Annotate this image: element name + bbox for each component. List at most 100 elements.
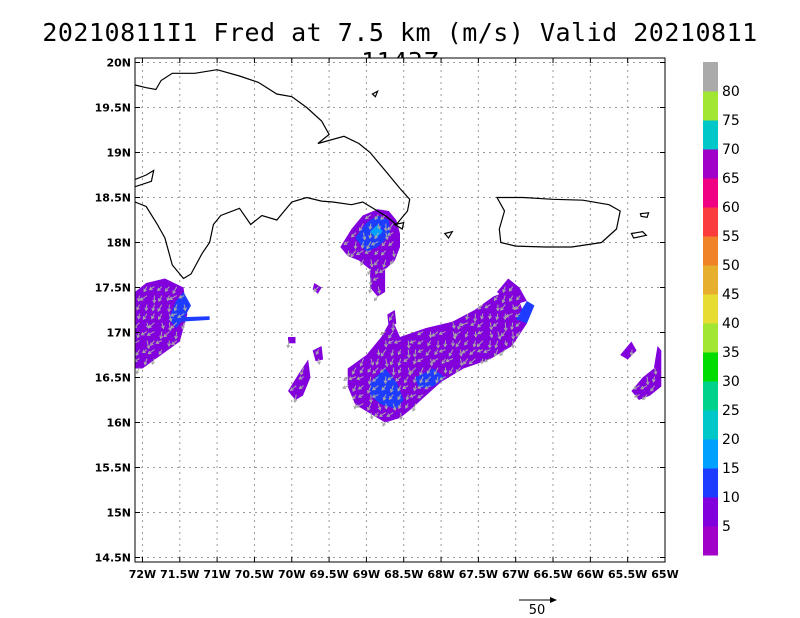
wind-vector	[377, 223, 381, 230]
wind-vector	[146, 340, 151, 350]
wind-vector-head	[417, 331, 422, 336]
wind-vector-shaft	[370, 259, 373, 267]
wind-vector-shaft	[445, 358, 454, 362]
wind-vector-head	[143, 361, 148, 366]
wind-vector-shaft	[439, 349, 446, 353]
wind-vector-head	[367, 406, 371, 411]
echo-se2	[620, 341, 637, 360]
wind-vectors	[135, 214, 658, 427]
wind-vector-shaft	[370, 358, 374, 366]
wind-vector	[514, 313, 521, 318]
colorbar-segment	[703, 62, 718, 92]
wind-vector-head	[384, 236, 389, 241]
wind-vector-head	[629, 352, 634, 357]
wind-vector-shaft	[430, 358, 433, 366]
wind-vector-head	[462, 360, 467, 365]
wind-vector-head	[146, 332, 151, 336]
wind-vector	[412, 358, 417, 365]
colorbar-label: 75	[722, 113, 740, 129]
lon-tick-label: 69.5W	[309, 568, 348, 581]
wind-vector	[182, 304, 187, 312]
wind-vector-head	[378, 413, 383, 417]
wind-vector	[503, 322, 508, 332]
wind-vector	[409, 339, 416, 344]
wind-vector	[501, 295, 506, 304]
wind-vector-shaft	[359, 367, 364, 374]
wind-vector-head	[473, 333, 478, 338]
colorbar-label: 45	[722, 287, 740, 303]
wind-vector-shaft	[452, 331, 456, 339]
wind-vector	[516, 295, 521, 301]
wind-vector	[167, 340, 172, 347]
wind-vector	[350, 232, 357, 238]
wind-vector-head	[368, 399, 373, 404]
wind-vector	[135, 367, 140, 375]
wind-vector-head	[443, 369, 448, 374]
wind-vector-head	[477, 323, 481, 328]
wind-vector-shaft	[455, 340, 461, 347]
wind-vector-head	[360, 262, 364, 267]
wind-vector-shaft	[141, 331, 148, 336]
wind-vector	[151, 304, 156, 312]
wind-vector-shaft	[454, 331, 461, 337]
wind-vector-head	[375, 361, 380, 366]
wind-vector-shaft	[377, 403, 381, 411]
wind-vector-head	[413, 387, 417, 392]
wind-vector	[497, 331, 502, 340]
wind-vector-shaft	[483, 349, 491, 353]
wind-vector-head	[403, 358, 408, 363]
wind-vector-shaft	[367, 385, 372, 394]
lat-tick-label: 15.5N	[95, 462, 131, 475]
wind-vector	[645, 376, 650, 386]
wind-vector-head	[404, 379, 408, 384]
wind-vector-shaft	[495, 340, 499, 348]
wind-vector-head	[382, 397, 387, 401]
wind-vector-head	[650, 387, 654, 392]
wind-vector-head	[398, 416, 403, 421]
wind-vector-head	[168, 317, 173, 322]
wind-vector-head	[389, 317, 393, 322]
wind-vector	[500, 331, 506, 337]
wind-vector	[417, 340, 424, 345]
wind-vector	[409, 394, 416, 398]
lat-tick-label: 19.5N	[95, 102, 131, 115]
wind-vector-head	[495, 316, 500, 321]
wind-vector-shaft	[435, 376, 439, 383]
wind-vector	[298, 385, 304, 390]
wind-vector-head	[158, 316, 162, 321]
wind-vector-head	[412, 379, 417, 384]
wind-vector	[146, 331, 155, 336]
wind-vector-shaft	[381, 250, 387, 256]
wind-vector-head	[500, 307, 504, 311]
wind-vector-head	[343, 241, 348, 246]
wind-vector-head	[441, 360, 446, 365]
wind-vector-shaft	[448, 349, 454, 356]
wind-vector	[342, 385, 349, 389]
colorbar-segment	[703, 381, 718, 411]
wind-vector-head	[457, 325, 461, 330]
wind-vector-head	[357, 394, 362, 398]
wind-vector-head	[426, 370, 431, 375]
wind-vector	[366, 241, 372, 250]
wind-vector-head	[494, 344, 499, 349]
wind-vector	[412, 403, 417, 412]
wind-vector	[464, 331, 469, 338]
wind-vector-shaft	[457, 322, 461, 330]
wind-vector	[367, 385, 372, 394]
wind-vector-head	[140, 331, 145, 336]
wind-vector	[140, 331, 148, 336]
wind-vector	[389, 313, 394, 322]
wind-vector-head	[516, 296, 520, 301]
wind-vector-shaft	[144, 358, 148, 365]
wind-vector	[502, 286, 506, 294]
wind-vector	[359, 358, 364, 367]
lat-tick-label: 15N	[106, 507, 131, 520]
wind-vector	[387, 223, 394, 231]
wind-vector-shaft	[170, 322, 178, 329]
colorbar-segment	[703, 497, 718, 527]
wind-vector	[359, 367, 364, 374]
wind-vector-head	[316, 361, 321, 365]
wind-vector	[147, 322, 155, 329]
echo-west-streak	[179, 316, 210, 322]
wind-vector-head	[387, 376, 391, 381]
